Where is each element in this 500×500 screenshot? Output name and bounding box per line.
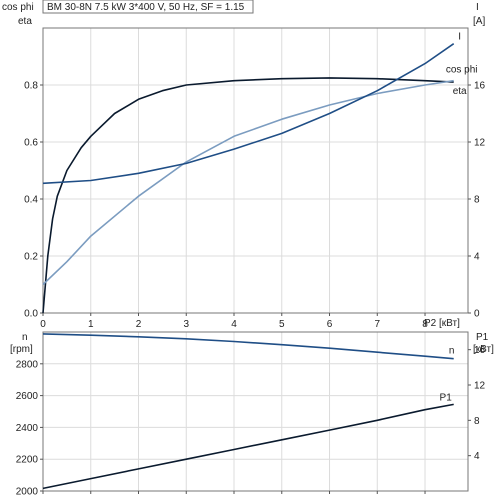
lower-series-p1-line xyxy=(42,403,454,490)
lower-left-tick-label: 2600 xyxy=(16,391,39,402)
lower-series-n-line xyxy=(42,333,454,360)
lower-right-ylabel-2: [кВт] xyxy=(473,344,494,355)
upper-left-tick-label: 0.2 xyxy=(24,252,38,263)
upper-right-tick-label: 16 xyxy=(474,81,486,92)
upper-series-cos-phi-label: cos phi xyxy=(446,65,478,76)
upper-left-ylabel-1: cos phi xyxy=(2,2,34,13)
upper-right-tick-label: 4 xyxy=(474,252,480,263)
upper-left-tick-label: 0.4 xyxy=(24,195,38,206)
upper-series-i-line xyxy=(42,43,455,185)
upper-left-tick-label: 0.0 xyxy=(24,309,38,320)
upper-x-tick-label: 1 xyxy=(88,319,94,330)
lower-left-ylabel-2: [rpm] xyxy=(10,344,33,355)
lower-right-tick-label: 12 xyxy=(474,381,486,392)
upper-left-tick-label: 0.8 xyxy=(24,81,38,92)
lower-right-tick-label: 8 xyxy=(474,416,480,427)
lower-right-ylabel-1: P1 xyxy=(476,332,489,343)
upper-series-eta-label: eta xyxy=(453,86,467,97)
lower-plot-frame xyxy=(42,331,469,492)
lower-left-tick-label: 2200 xyxy=(16,455,39,466)
upper-right-ylabel-2: [A] xyxy=(473,16,485,27)
upper-left-tick-label: 0.6 xyxy=(24,138,38,149)
upper-series-i-label: I xyxy=(458,32,461,43)
upper-right-ylabel-1: I xyxy=(476,2,479,13)
title-box xyxy=(42,0,254,14)
upper-x-tick-label: 5 xyxy=(279,319,285,330)
upper-x-tick-label: 6 xyxy=(327,319,333,330)
upper-right-tick-label: 0 xyxy=(474,309,480,320)
upper-left-ylabel-2: eta xyxy=(18,16,32,27)
upper-x-tick-label: 4 xyxy=(231,319,237,330)
lower-left-ylabel-1: n xyxy=(22,332,28,343)
upper-x-tick-label: 0 xyxy=(40,319,46,330)
upper-series-eta-line xyxy=(42,77,454,314)
lower-left-tick-label: 2000 xyxy=(16,487,39,498)
upper-x-tick-label: 7 xyxy=(374,319,380,330)
lower-right-tick-label: 4 xyxy=(474,451,480,462)
lower-plot-area: 2000 2200 2400 2600 2800 4 8 12 16 n P1 xyxy=(16,331,486,498)
lower-left-tick-label: 2400 xyxy=(16,423,39,434)
lower-right-tick-label: 16 xyxy=(474,345,486,356)
upper-x-tick-label: 2 xyxy=(136,319,142,330)
lower-series-n-label: n xyxy=(449,346,455,357)
upper-right-tick-label: 12 xyxy=(474,138,486,149)
upper-series-cos-phi-line xyxy=(42,79,454,286)
upper-plot-frame xyxy=(42,27,469,314)
upper-right-tick-label: 8 xyxy=(474,195,480,206)
upper-xlabel: P2 [кВт] xyxy=(424,318,460,329)
upper-x-tick-label: 8 xyxy=(422,319,428,330)
lower-series-p1-label: P1 xyxy=(440,392,453,403)
chart-title: BM 30-8N 7.5 kW 3*400 V, 50 Hz, SF = 1.1… xyxy=(47,2,245,13)
lower-left-tick-label: 2800 xyxy=(16,359,39,370)
upper-x-tick-label: 3 xyxy=(183,319,189,330)
